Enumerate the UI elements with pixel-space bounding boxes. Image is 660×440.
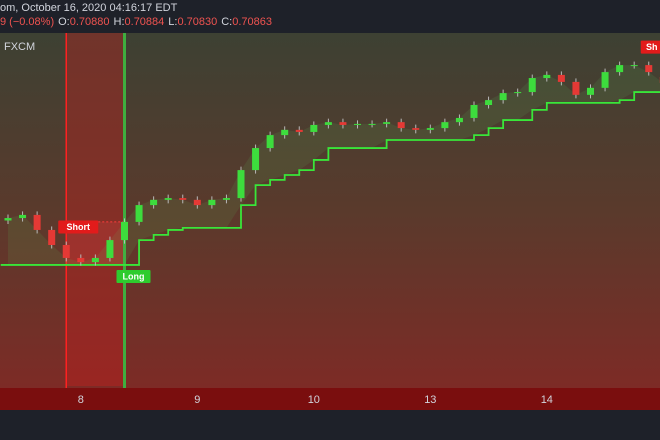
- candle-body: [397, 122, 405, 129]
- candle-body: [557, 74, 565, 82]
- signal: Sh: [640, 40, 660, 54]
- candle-body: [135, 205, 143, 222]
- candle-body: [121, 221, 128, 241]
- header-bar: [0, 0, 660, 33]
- ohlc-label: C:: [221, 16, 232, 28]
- candle-body: [266, 135, 274, 149]
- x-tick-label: 13: [424, 394, 436, 406]
- candle-body: [222, 198, 230, 200]
- x-axis-strip: [0, 388, 660, 410]
- candle-body: [441, 122, 449, 129]
- header-ohlc: 9 (−0.08%) O:0.70880 H:0.70884 L:0.70830 C:0…: [0, 16, 272, 28]
- header-title: om, October 16, 2020 04:16:17 EDT: [0, 2, 178, 14]
- signal-box: [640, 40, 660, 54]
- candle-body: [310, 124, 318, 132]
- x-tick-label: 10: [308, 394, 320, 406]
- trail-line: [0, 91, 660, 266]
- candle-body: [470, 105, 478, 118]
- candle-body: [91, 257, 99, 263]
- candle-body: [150, 199, 158, 206]
- signal-label: Short: [67, 222, 91, 232]
- candle-body: [62, 245, 70, 258]
- ohlc-value: 0.70863: [232, 16, 272, 28]
- ohlc-label: L:: [168, 16, 177, 28]
- ohlc-value: 0.70830: [177, 16, 217, 28]
- ohlc-value: 0.70880: [70, 16, 110, 28]
- candle-body: [48, 229, 56, 245]
- signal-label: Long: [123, 271, 145, 281]
- candle-body: [616, 65, 624, 73]
- candle-body: [295, 129, 303, 132]
- candle-body: [4, 218, 12, 221]
- candle-body: [324, 122, 332, 125]
- candle-body: [33, 214, 41, 230]
- candle-body: [19, 214, 27, 219]
- candle-body: [368, 123, 376, 125]
- signal: Short: [58, 220, 99, 234]
- candle-body: [193, 199, 201, 206]
- candle-body: [514, 92, 522, 94]
- candle-body: [485, 100, 493, 105]
- candle-body: [252, 148, 260, 171]
- candle-body: [455, 117, 463, 123]
- candle-body: [426, 128, 434, 130]
- candle-body: [543, 74, 551, 79]
- ohlc-value: 0.70884: [125, 16, 165, 28]
- candle-body: [237, 170, 245, 199]
- x-tick-label: 14: [541, 394, 553, 406]
- change: 9 (−0.08%): [0, 16, 54, 28]
- ohlc-label: H:: [114, 16, 125, 28]
- candle-body: [499, 93, 507, 101]
- candle-body: [601, 72, 609, 88]
- candle-body: [339, 122, 347, 125]
- source-label: FXCM: [4, 41, 35, 53]
- candle-body: [354, 123, 361, 125]
- signal-box: [116, 269, 151, 283]
- trail-fill: [8, 65, 660, 265]
- candle-body: [208, 199, 216, 206]
- candle-body: [630, 65, 638, 67]
- candle-body: [528, 78, 536, 93]
- candle-body: [587, 87, 594, 95]
- candle-body: [383, 122, 391, 124]
- candle-body: [164, 198, 172, 200]
- x-tick-label: 9: [194, 394, 200, 406]
- plot-background: [0, 33, 660, 388]
- candle-body: [645, 65, 653, 73]
- candle-body: [572, 81, 580, 95]
- candle-body: [281, 129, 289, 136]
- candle-body: [412, 128, 420, 130]
- signal: Long: [116, 269, 151, 283]
- candle-body: [106, 240, 114, 258]
- signal-box: [58, 220, 99, 234]
- x-tick-label: 8: [78, 394, 84, 406]
- signal-label: Sh: [646, 42, 658, 52]
- ohlc-label: O:: [58, 16, 70, 28]
- candle-body: [77, 257, 85, 263]
- candle-body: [179, 198, 187, 200]
- short-zone: [66, 33, 125, 386]
